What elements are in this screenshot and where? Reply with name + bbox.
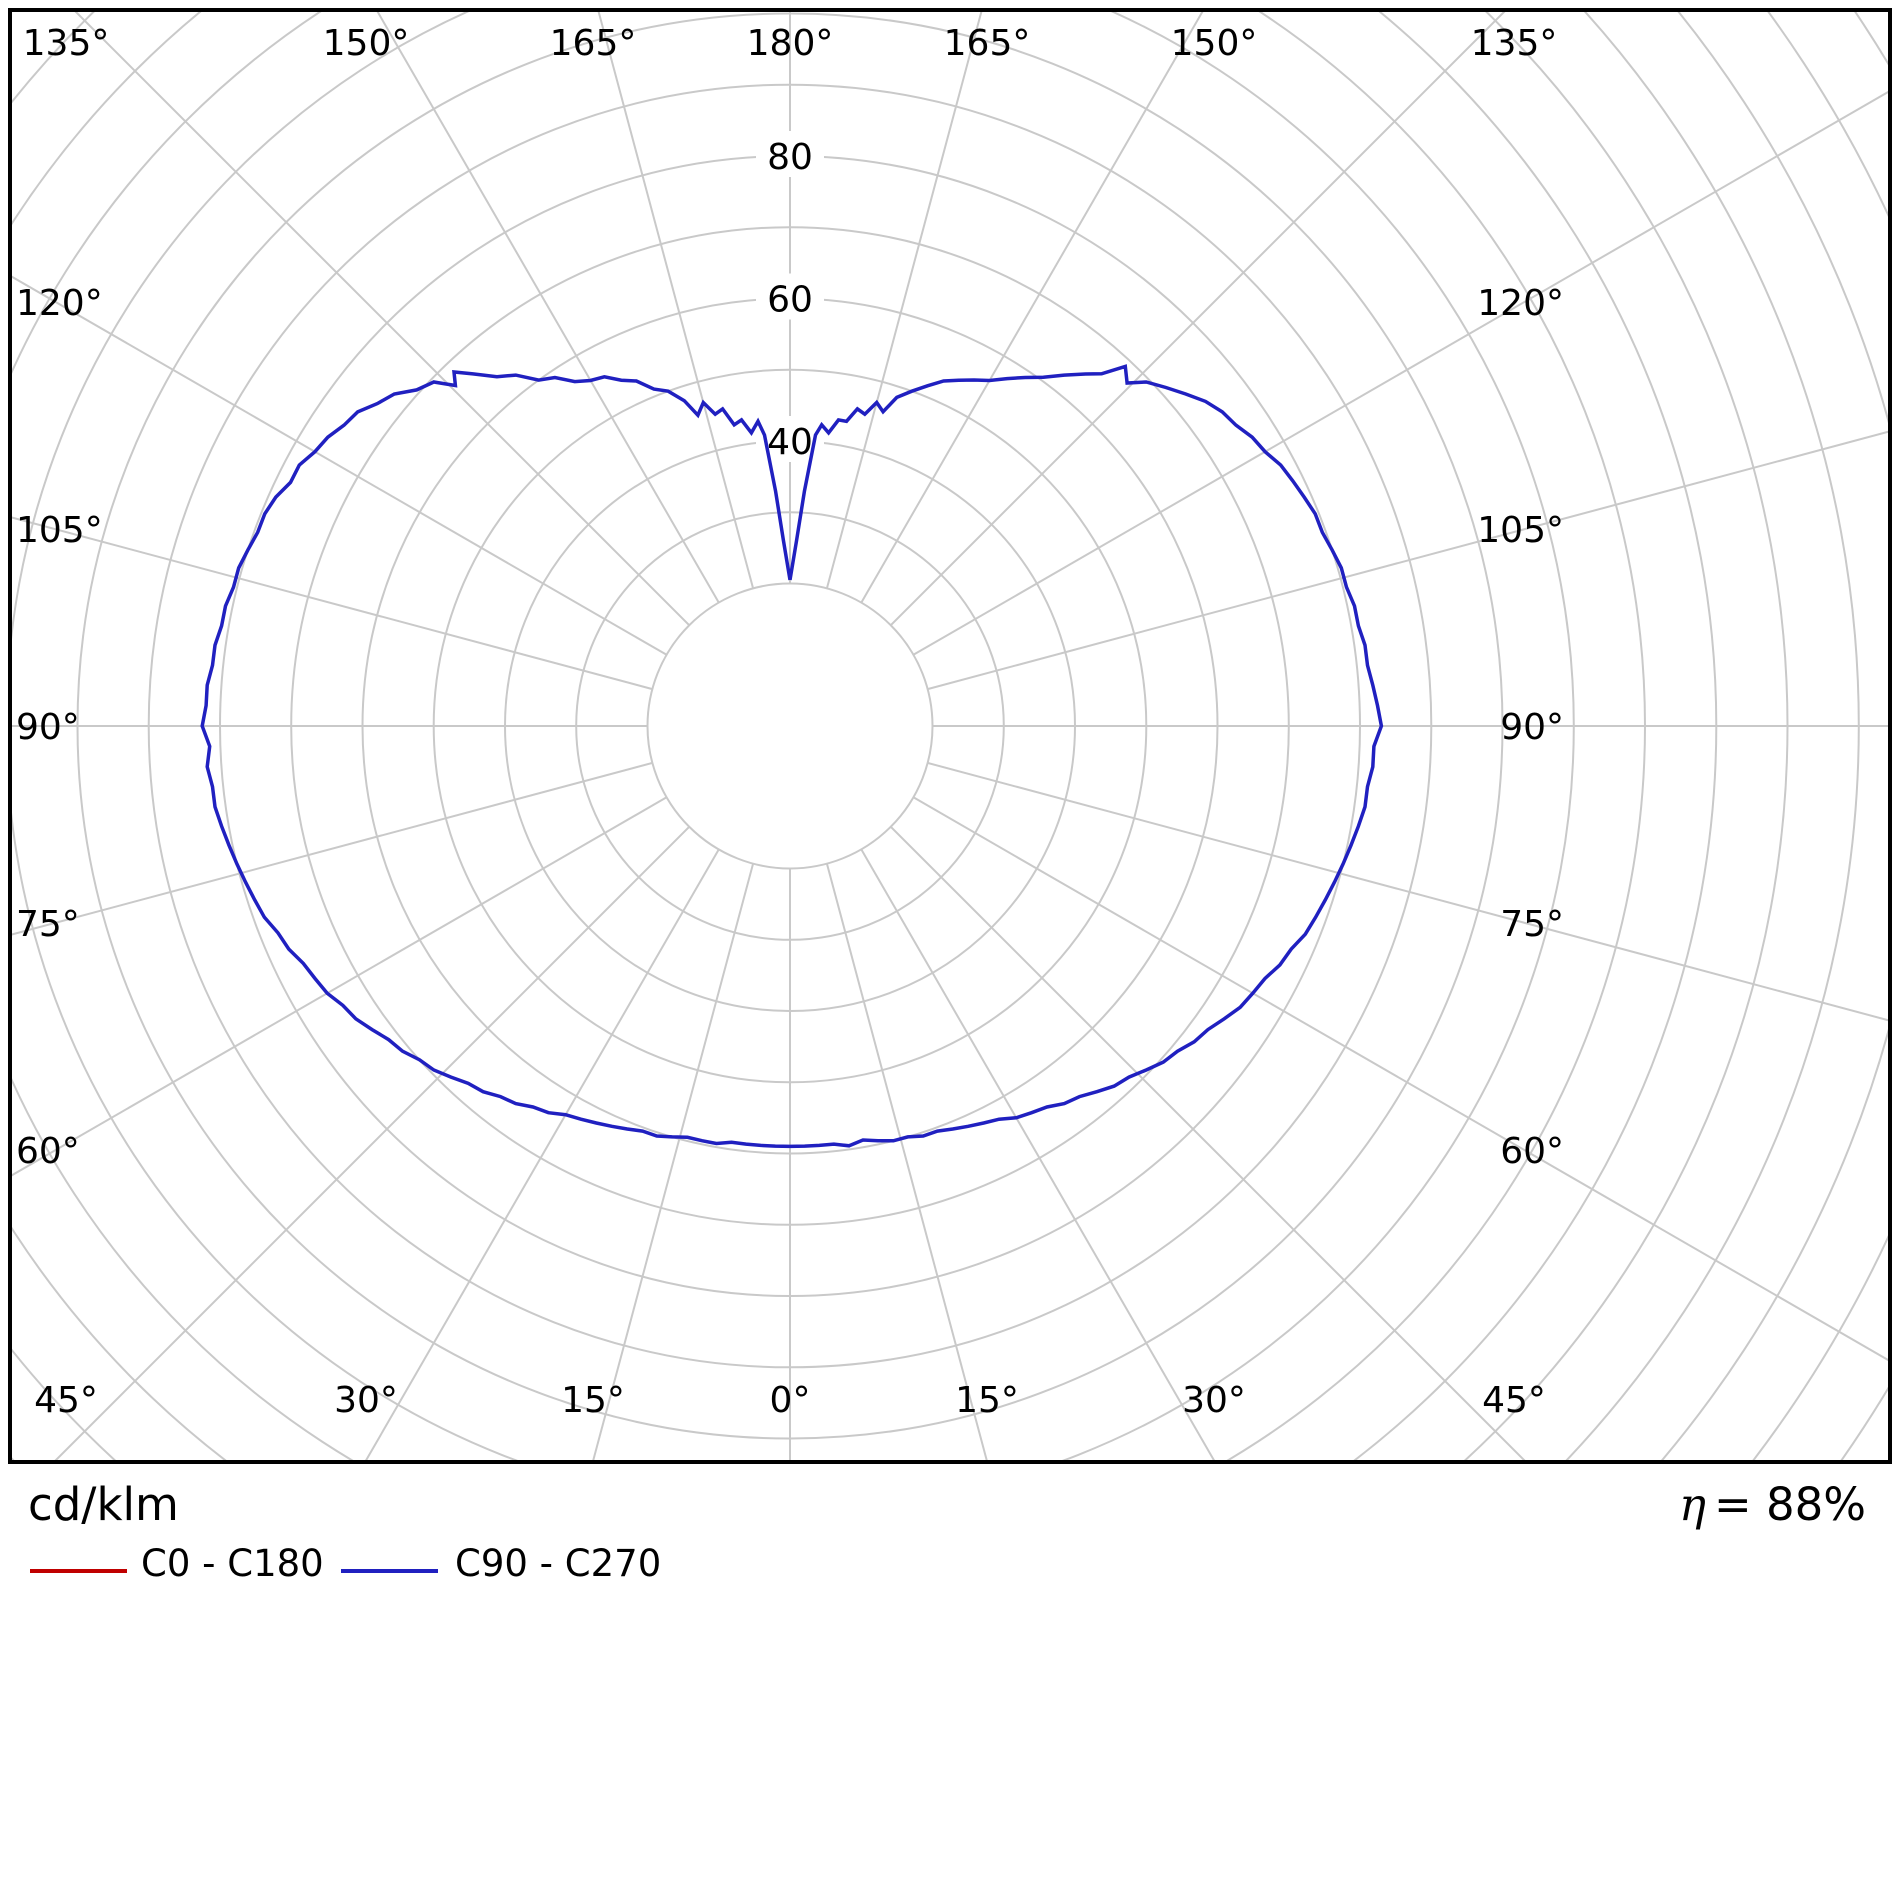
grid-spoke <box>912 90 1888 656</box>
legend-label-c90-c270: C90 - C270 <box>455 1542 662 1585</box>
legend-swatch-c90-c270 <box>341 1569 438 1573</box>
grid-spoke <box>890 12 1506 626</box>
angle-label-bottom: 45° <box>34 1380 98 1421</box>
angle-label-top: 165° <box>550 23 637 64</box>
angle-label-top: 150° <box>323 23 410 64</box>
grid-spoke <box>365 848 720 1460</box>
grid-ring <box>646 582 934 870</box>
grid-spoke <box>927 430 1888 691</box>
curve-c90-c270 <box>200 364 1384 1149</box>
angle-label-right: 90° <box>1500 707 1564 748</box>
angle-label-right: 105° <box>1477 510 1564 551</box>
grid-spoke <box>592 863 755 1460</box>
angle-label-top: 180° <box>747 23 834 64</box>
angle-label-right: 120° <box>1477 283 1564 324</box>
angle-label-left: 75° <box>16 904 80 945</box>
grid-spoke <box>912 796 1888 1362</box>
grid-spoke <box>825 863 988 1460</box>
grid-spoke <box>890 826 1526 1460</box>
angle-label-bottom: 30° <box>334 1380 398 1421</box>
angle-label-bottom: 15° <box>955 1380 1019 1421</box>
radial-tick-label: 80 <box>767 137 813 178</box>
angle-label-left: 120° <box>16 283 103 324</box>
radial-tick-label: 60 <box>767 280 813 321</box>
angle-label-bottom: 15° <box>561 1380 625 1421</box>
angle-label-right: 60° <box>1500 1131 1564 1172</box>
legend-swatch-c0-c180 <box>30 1569 127 1573</box>
angle-label-bottom: 45° <box>1482 1380 1546 1421</box>
radial-tick-labels: 40 60 80 <box>756 131 824 463</box>
grid-spoke <box>12 796 668 1177</box>
chart-frame <box>8 8 1892 1464</box>
grid-spoke <box>860 12 1204 604</box>
grid-spoke <box>74 12 690 626</box>
unit-label: cd/klm <box>28 1478 179 1531</box>
grid-spoke <box>12 516 653 691</box>
grid-ring <box>12 12 1789 1460</box>
grid-spoke <box>376 12 720 604</box>
radial-tick-mask <box>756 273 824 320</box>
grid-spoke <box>54 826 690 1460</box>
efficiency-label: η = 88% <box>1679 1478 1866 1531</box>
radial-tick-label: 40 <box>767 422 813 463</box>
angle-label-top: 135° <box>1471 23 1558 64</box>
intensity-curves <box>200 364 1384 1149</box>
angle-label-bottom: 30° <box>1182 1380 1246 1421</box>
grid-spoke <box>825 12 983 589</box>
angle-label-right: 75° <box>1500 904 1564 945</box>
angle-label-left: 90° <box>16 707 80 748</box>
angle-label-left: 105° <box>16 510 103 551</box>
grid-ring <box>12 12 1718 1460</box>
grid-spoke <box>860 848 1215 1460</box>
legend-label-c0-c180: C0 - C180 <box>141 1542 324 1585</box>
angle-label-bottom: 0° <box>770 1380 811 1421</box>
grid-spoke <box>12 275 668 656</box>
grid-spoke <box>927 761 1888 1022</box>
angle-labels: 135° 150° 165° 180° 165° 150° 135° 45° 30° 15° 0° 1… <box>16 23 1564 1421</box>
angle-label-left: 60° <box>16 1131 80 1172</box>
grid-spoke <box>597 12 755 589</box>
grid-spoke <box>12 761 653 936</box>
efficiency-value: = 88% <box>1713 1478 1866 1531</box>
angle-label-top: 150° <box>1171 23 1258 64</box>
grid-ring <box>12 12 1646 1460</box>
angle-label-top: 165° <box>944 23 1031 64</box>
eta-symbol: η <box>1679 1478 1706 1531</box>
radial-tick-mask <box>756 131 824 177</box>
angle-label-top: 135° <box>23 23 110 64</box>
